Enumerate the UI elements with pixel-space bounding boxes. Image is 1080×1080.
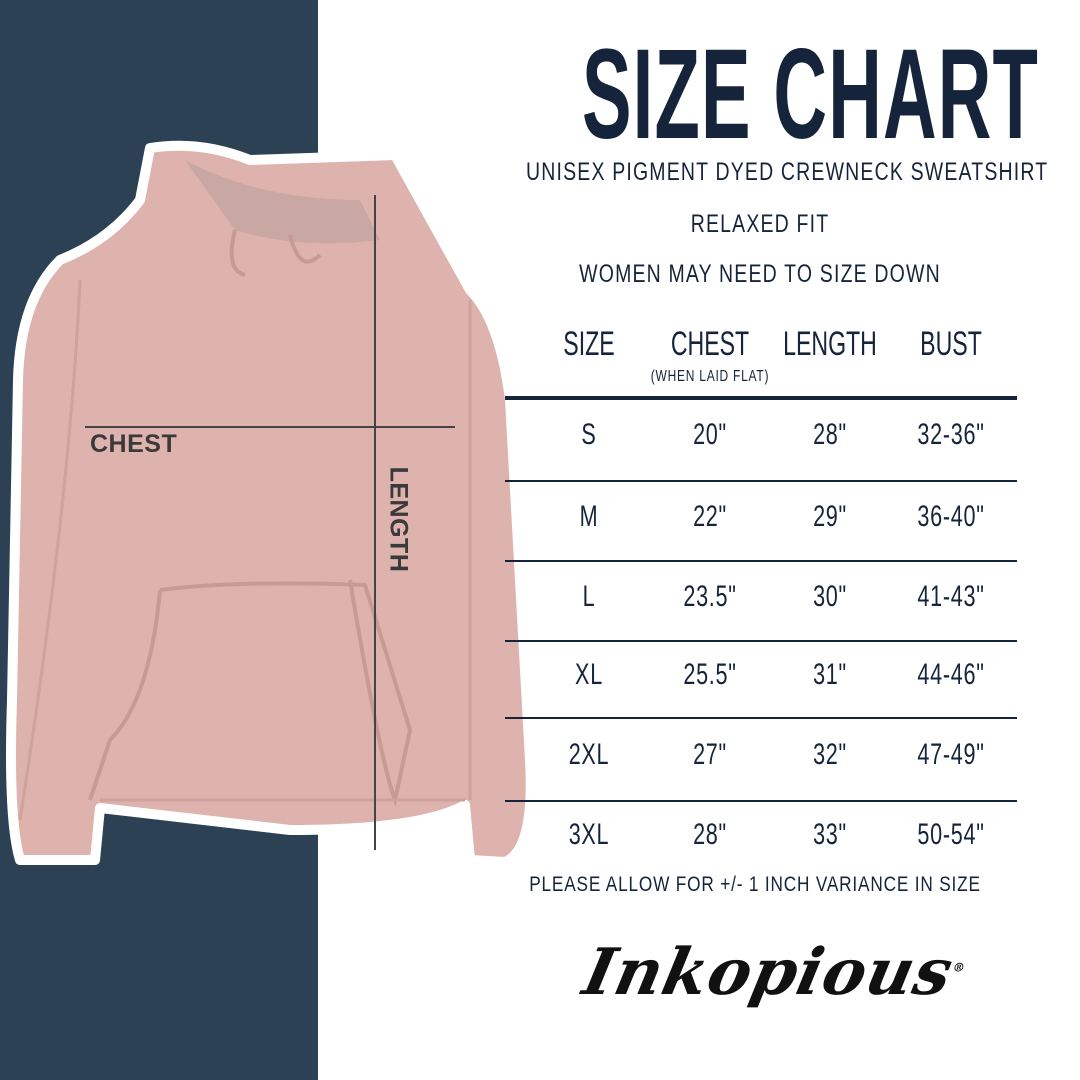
cell-size: 2XL	[568, 738, 610, 771]
cell-chest: 20"	[693, 418, 727, 451]
row-divider	[505, 640, 1017, 642]
cell-chest: 27"	[693, 738, 727, 771]
cell-size: 3XL	[568, 818, 610, 851]
chest-note: (WHEN LAID FLAT)	[650, 368, 770, 385]
cell-bust: 50-54"	[917, 818, 985, 851]
header-bust: BUST	[920, 325, 982, 363]
inkopious-logo: Inkopious®	[577, 935, 973, 1010]
cell-size: L	[582, 580, 596, 613]
cell-size: XL	[575, 658, 603, 691]
cell-chest: 22"	[693, 500, 727, 533]
page-title: SIZE CHART	[582, 23, 1040, 166]
cell-length: 30"	[813, 580, 847, 613]
row-divider	[505, 800, 1017, 802]
cell-bust: 44-46"	[917, 658, 985, 691]
hoodie-image	[11, 145, 531, 862]
header-chest: CHEST	[670, 325, 750, 363]
cell-length: 31"	[813, 658, 847, 691]
cell-bust: 32-36"	[917, 418, 985, 451]
subtitle-sizing-note: WOMEN MAY NEED TO SIZE DOWN	[579, 260, 941, 288]
cell-length: 32"	[813, 738, 847, 771]
row-divider	[505, 560, 1017, 562]
header-length: LENGTH	[783, 325, 877, 363]
subtitle-product: UNISEX PIGMENT DYED CREWNECK SWEATSHIRT	[526, 158, 1049, 186]
cell-chest: 28"	[693, 818, 727, 851]
registered-mark: ®	[951, 960, 968, 975]
cell-bust: 41-43"	[917, 580, 985, 613]
header-divider	[505, 396, 1017, 400]
cell-length: 28"	[813, 418, 847, 451]
cell-bust: 36-40"	[917, 500, 985, 533]
length-label: LENGTH	[384, 466, 413, 573]
cell-bust: 47-49"	[917, 738, 985, 771]
chest-label: CHEST	[90, 430, 178, 458]
cell-size: S	[581, 418, 597, 451]
row-divider	[505, 717, 1017, 719]
cell-length: 29"	[813, 500, 847, 533]
logo-text: Inkopious	[577, 935, 960, 1010]
cell-length: 33"	[813, 818, 847, 851]
subtitle-fit: RELAXED FIT	[690, 210, 830, 238]
cell-chest: 25.5"	[683, 658, 737, 691]
cell-size: M	[579, 500, 599, 533]
cell-chest: 23.5"	[683, 580, 737, 613]
header-size: SIZE	[563, 325, 615, 363]
variance-note: PLEASE ALLOW FOR +/- 1 INCH VARIANCE IN …	[529, 873, 981, 896]
row-divider	[505, 480, 1017, 482]
